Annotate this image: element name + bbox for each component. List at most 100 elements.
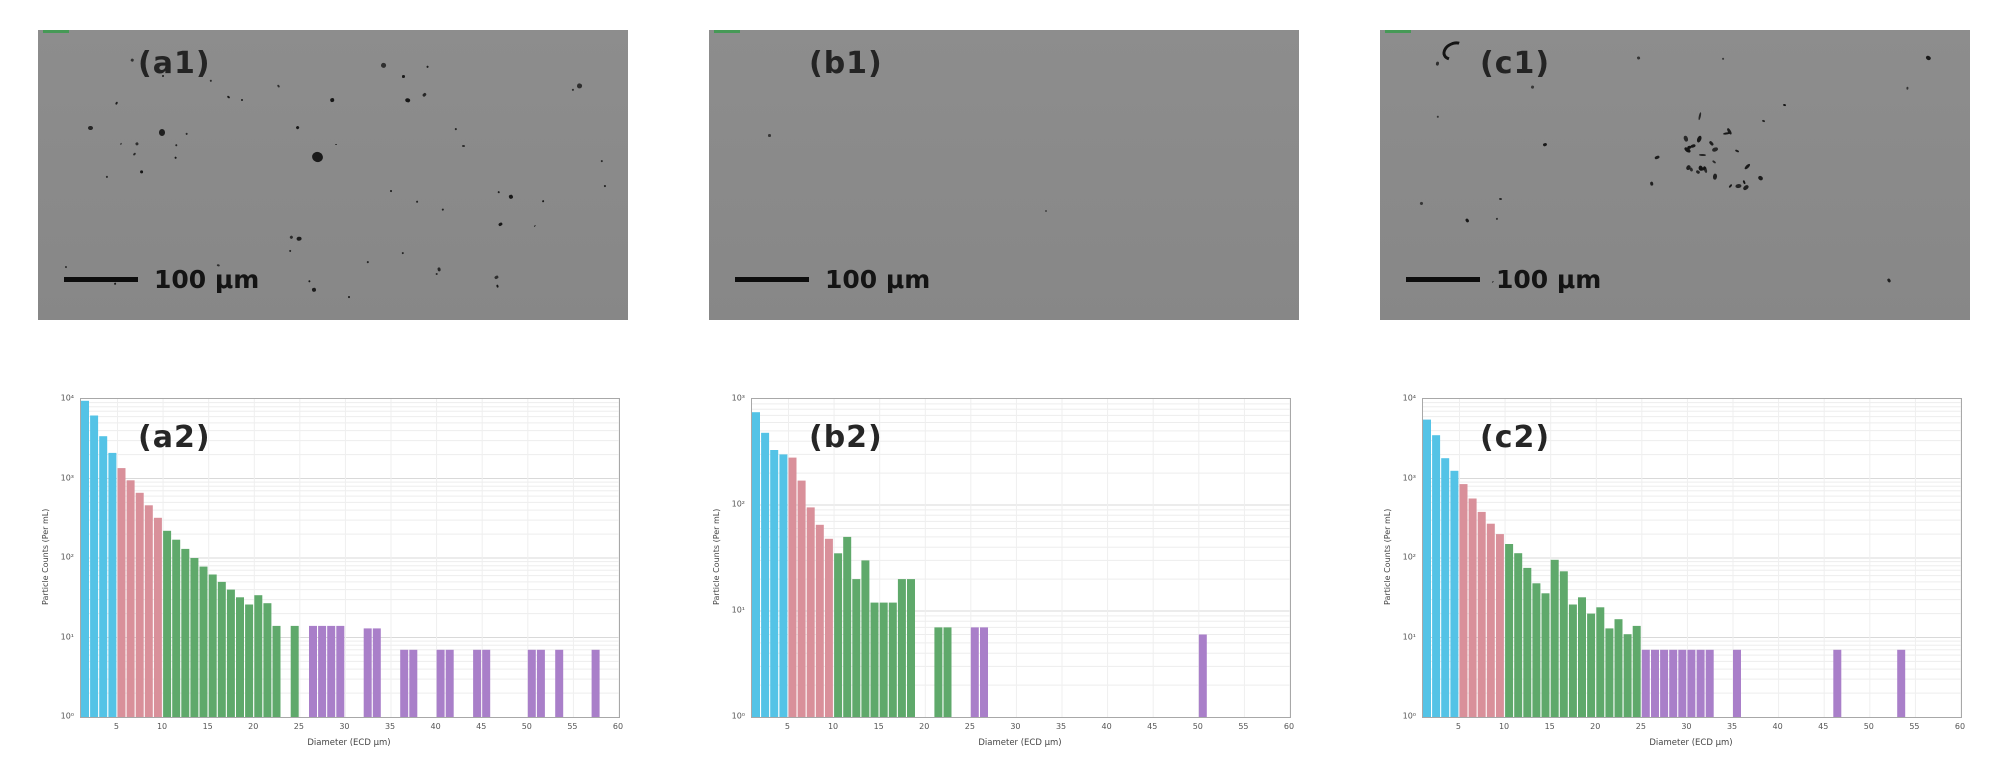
particle [347, 295, 351, 299]
particle [1712, 173, 1718, 180]
bar [199, 566, 208, 717]
particle [288, 249, 292, 254]
particle [402, 252, 405, 255]
particle [105, 175, 109, 179]
x-tick-label: 30 [339, 722, 350, 731]
particle [1696, 135, 1703, 144]
bar [363, 628, 372, 717]
bar [226, 589, 235, 717]
bar [1632, 625, 1641, 717]
particle [404, 97, 411, 103]
particle [114, 101, 118, 105]
y-tick-label: 10³ [731, 393, 745, 403]
bar [943, 627, 952, 717]
particle [571, 88, 575, 92]
bar [153, 517, 162, 717]
bar [372, 628, 381, 717]
scale-bar: 100 μm [64, 265, 259, 294]
histogram-svg [81, 399, 620, 717]
bar [980, 627, 988, 717]
particle [132, 152, 137, 156]
x-tick-label: 50 [1863, 722, 1874, 731]
particle [426, 65, 430, 68]
bar [208, 574, 217, 717]
bar [445, 649, 454, 717]
y-tick-label: 10² [60, 552, 74, 562]
particle [276, 84, 280, 89]
panel-label: (b1) [809, 46, 883, 81]
scale-bar-line [735, 277, 809, 282]
particle [1045, 209, 1048, 212]
particle [1650, 181, 1654, 186]
bar [135, 492, 144, 717]
bar [217, 581, 226, 717]
bar [236, 597, 244, 717]
particle [1761, 119, 1766, 123]
x-tick-label: 60 [1954, 722, 1966, 731]
bar [108, 452, 117, 717]
y-axis-ticks: 10⁴ 10³ 10² 10¹ 10⁰ [1380, 394, 1420, 721]
particle [541, 199, 545, 203]
particle [295, 125, 301, 131]
x-tick-label: 60 [612, 722, 624, 731]
plot-area [751, 398, 1291, 718]
bar [1550, 559, 1559, 717]
particle [134, 141, 139, 146]
particle [131, 58, 135, 63]
particle [1655, 154, 1661, 160]
x-tick-label: 15 [202, 722, 213, 731]
particle [1742, 184, 1750, 192]
particle [88, 125, 93, 130]
panel-label: (a1) [138, 46, 211, 81]
sem-panel-b1: (b1) 100 μm [709, 30, 1299, 320]
panel-label: (a2) [138, 420, 211, 455]
bar [172, 539, 181, 717]
x-tick-label: 25 [293, 722, 304, 731]
x-axis-ticks: 5 10 15 20 25 30 35 40 45 50 55 60 [751, 720, 1294, 732]
bar [400, 649, 409, 717]
particle [158, 128, 166, 136]
bar [788, 457, 797, 717]
bar [1441, 458, 1450, 717]
particle [1419, 201, 1424, 205]
bar [245, 604, 254, 717]
bar [1486, 523, 1495, 717]
bar [1678, 649, 1687, 717]
particle [422, 91, 428, 97]
x-tick-label: 10 [156, 722, 168, 731]
particle [1726, 127, 1733, 136]
particle [437, 266, 442, 272]
particle [603, 185, 607, 188]
scale-bar-text: 100 μm [1496, 265, 1602, 294]
x-tick-label: 45 [1818, 722, 1829, 731]
y-tick-label: 10⁰ [731, 711, 745, 721]
bar [1660, 649, 1669, 717]
bar [591, 649, 600, 717]
bar [1705, 649, 1714, 717]
particle [1699, 154, 1707, 157]
x-tick-label: 55 [567, 722, 578, 731]
particle [1542, 142, 1548, 147]
particle [186, 132, 189, 136]
x-axis-label: Diameter (ECD μm) [1649, 738, 1733, 748]
particle [454, 127, 458, 130]
particle [1437, 115, 1439, 118]
x-tick-label: 45 [476, 722, 487, 731]
particle [1708, 140, 1715, 146]
x-tick-label: 55 [1238, 722, 1249, 731]
particle [1925, 55, 1932, 61]
x-tick-label: 25 [1635, 722, 1646, 731]
bar [934, 627, 943, 717]
panel-label: (b2) [809, 420, 883, 455]
bar [290, 625, 299, 717]
bar [907, 579, 915, 717]
bar [1833, 649, 1842, 717]
bar [888, 602, 897, 717]
bar [144, 505, 153, 717]
particle-squiggle [1439, 37, 1469, 64]
particle [307, 279, 312, 283]
x-tick-label: 60 [1283, 722, 1295, 731]
scale-bar-line [64, 277, 138, 282]
particle [1688, 166, 1694, 172]
x-tick-label: 20 [248, 722, 259, 731]
